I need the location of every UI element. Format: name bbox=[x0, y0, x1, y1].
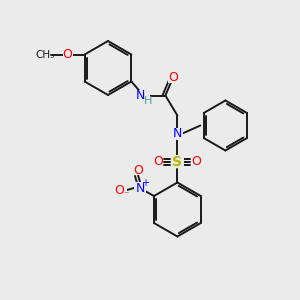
Text: O: O bbox=[114, 184, 124, 196]
Bar bbox=[153, 157, 164, 166]
Text: H: H bbox=[144, 97, 153, 106]
Bar bbox=[134, 182, 146, 194]
Text: O: O bbox=[63, 48, 73, 61]
Bar bbox=[113, 185, 127, 195]
Bar bbox=[136, 89, 150, 101]
Text: N: N bbox=[173, 127, 182, 140]
Text: O: O bbox=[153, 155, 163, 168]
Bar bbox=[171, 128, 183, 140]
Text: +: + bbox=[141, 178, 149, 188]
Text: N: N bbox=[135, 182, 145, 194]
Text: S: S bbox=[172, 154, 182, 169]
Text: O: O bbox=[191, 155, 201, 168]
Bar bbox=[133, 165, 143, 175]
Text: ⁻: ⁻ bbox=[123, 190, 129, 200]
Bar bbox=[171, 155, 184, 168]
Bar bbox=[191, 157, 201, 166]
Text: CH₃: CH₃ bbox=[35, 50, 54, 59]
Bar bbox=[168, 73, 178, 82]
Text: O: O bbox=[133, 164, 143, 176]
Text: O: O bbox=[168, 71, 178, 84]
Bar bbox=[63, 50, 73, 59]
Text: N: N bbox=[136, 89, 145, 102]
